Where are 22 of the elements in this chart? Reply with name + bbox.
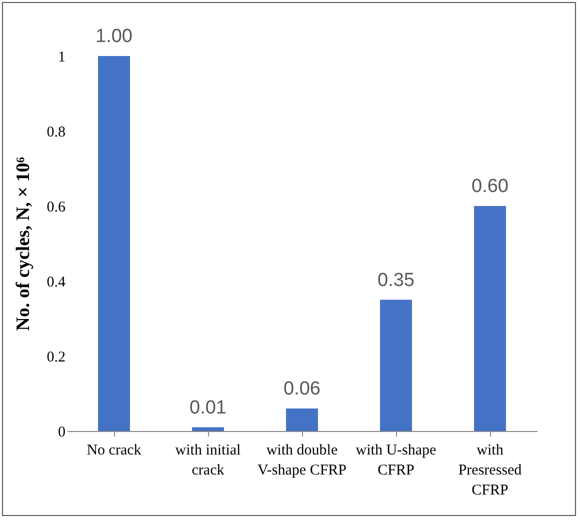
x-tick-label: No crack [86, 442, 142, 458]
data-label: 0.06 [284, 378, 320, 400]
y-tick-label: 1 [58, 50, 66, 66]
y-tick-label: 0.2 [46, 350, 66, 366]
bar [474, 206, 506, 431]
bar [98, 56, 130, 431]
data-label: 0.01 [190, 397, 226, 418]
bar [286, 408, 318, 431]
x-tick-label: with Presressed CFRP [458, 442, 522, 498]
x-tick-label: with double V-shape CFRP [257, 442, 347, 478]
x-tick-label: with initial crack [175, 442, 241, 478]
data-label: 1.00 [96, 26, 132, 47]
x-tick-label: with U-shape CFRP [356, 442, 437, 478]
data-label: 0.60 [472, 176, 508, 197]
bar [380, 300, 412, 431]
bar [192, 427, 224, 431]
y-axis-title: No. of cycles, N, × 10⁶ [12, 156, 34, 331]
data-label: 0.35 [378, 270, 414, 291]
y-tick-label: 0.6 [46, 200, 66, 216]
y-tick-label: 0 [58, 424, 66, 440]
y-tick-label: 0.4 [46, 274, 66, 290]
y-tick-label: 0.8 [46, 124, 66, 140]
